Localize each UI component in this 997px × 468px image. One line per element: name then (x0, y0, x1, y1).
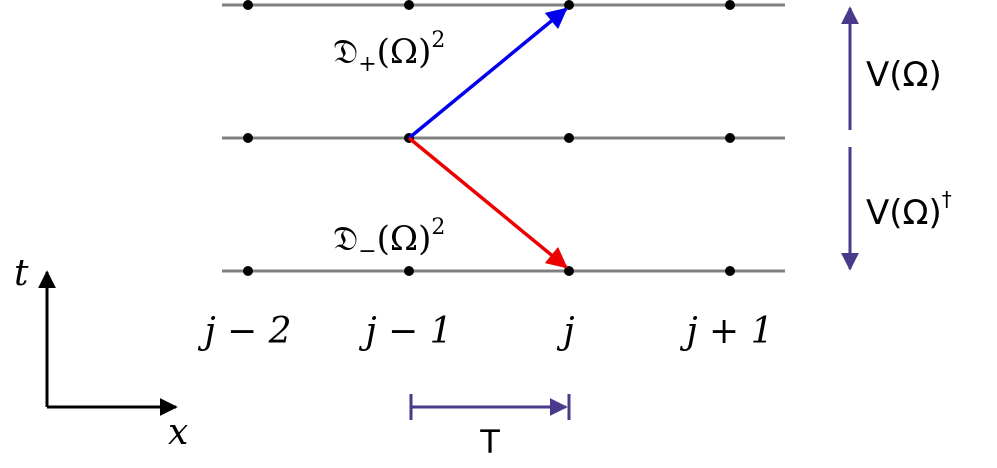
upper-annotation-label: V(Ω) (866, 55, 942, 95)
time-axis-label: t (14, 253, 29, 294)
backward-operator-subscript: − (358, 239, 376, 264)
lower-annotation-label: V(Ω)† (866, 187, 952, 233)
site-label: j (556, 311, 574, 352)
forward-operator-subscript: + (358, 52, 376, 77)
forward-operator-power: 2 (431, 28, 445, 53)
forward-operator-label: 𝔇+(Ω)2 (333, 28, 445, 77)
node (725, 0, 735, 10)
node (564, 0, 574, 10)
backward-operator-power: 2 (431, 215, 445, 240)
space-axis-label: x (168, 412, 188, 453)
site-label: j − 2 (197, 311, 291, 352)
node (243, 266, 253, 276)
node (564, 266, 574, 276)
backward-evolution-arrow (407, 136, 568, 269)
forward-evolution-arrow (407, 7, 568, 140)
forward-operator-symbol: 𝔇 (333, 32, 358, 72)
lower-annotation-text: V(Ω) (866, 193, 942, 233)
node (564, 133, 574, 143)
lower-annotation-superscript: † (942, 187, 952, 211)
node (725, 266, 735, 276)
node (243, 133, 253, 143)
backward-operator-symbol: 𝔇 (333, 219, 358, 259)
node (404, 266, 414, 276)
node (404, 0, 414, 10)
site-label: j − 1 (358, 311, 452, 352)
node (725, 133, 735, 143)
node (243, 0, 253, 10)
site-label: j + 1 (679, 311, 773, 352)
backward-operator-label: 𝔇−(Ω)2 (333, 215, 445, 264)
period-label: T (479, 423, 500, 461)
forward-operator-argument: (Ω) (377, 32, 432, 72)
lattice-nodes (243, 0, 735, 276)
backward-operator-argument: (Ω) (377, 219, 432, 259)
